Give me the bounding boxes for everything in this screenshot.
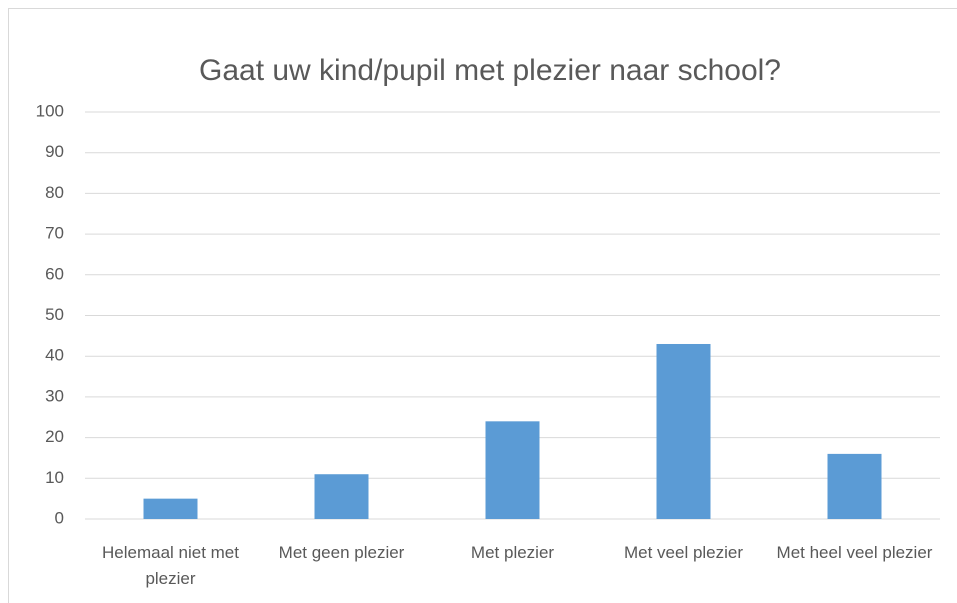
bar xyxy=(656,343,711,519)
y-tick-label: 70 xyxy=(45,224,64,243)
y-tick-label: 40 xyxy=(45,346,64,365)
chart-title: Gaat uw kind/pupil met plezier naar scho… xyxy=(199,54,781,87)
y-tick-label: 10 xyxy=(45,468,64,487)
chart-frame xyxy=(8,8,957,603)
bar xyxy=(143,498,198,519)
y-tick-label: 50 xyxy=(45,305,64,324)
y-tick-label: 30 xyxy=(45,386,64,405)
y-tick-label: 60 xyxy=(45,264,64,283)
y-tick-label: 0 xyxy=(55,508,64,527)
bar xyxy=(485,421,540,519)
x-tick-label: Met heel veel plezier xyxy=(776,543,933,562)
x-tick-label: Met geen plezier xyxy=(278,543,405,562)
bar xyxy=(827,453,882,519)
y-tick-label: 20 xyxy=(45,427,64,446)
x-tick-label: Met veel plezier xyxy=(623,543,744,562)
y-tick-label: 80 xyxy=(45,183,64,202)
bar xyxy=(314,474,369,519)
x-tick-label: Met plezier xyxy=(470,543,555,562)
x-tick-label: Helemaal niet met plezier xyxy=(101,543,239,588)
y-tick-label: 100 xyxy=(36,101,64,120)
y-tick-label: 90 xyxy=(45,142,64,161)
